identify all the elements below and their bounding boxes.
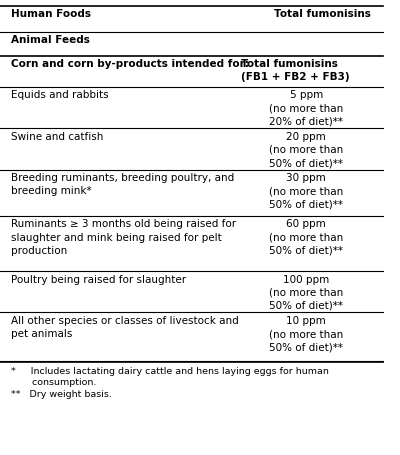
Text: 30 ppm
(no more than
50% of diet)**: 30 ppm (no more than 50% of diet)**	[269, 173, 343, 209]
Text: Total fumonisins
(FB1 + FB2 + FB3): Total fumonisins (FB1 + FB2 + FB3)	[241, 59, 350, 82]
Text: 20 ppm
(no more than
50% of diet)**: 20 ppm (no more than 50% of diet)**	[269, 131, 343, 168]
Text: Human Foods: Human Foods	[12, 9, 92, 19]
Text: All other species or classes of livestock and
pet animals: All other species or classes of livestoc…	[12, 315, 239, 339]
Text: Ruminants ≥ 3 months old being raised for
slaughter and mink being raised for pe: Ruminants ≥ 3 months old being raised fo…	[12, 219, 237, 255]
Text: **   Dry weight basis.: ** Dry weight basis.	[12, 389, 112, 399]
Text: Breeding ruminants, breeding poultry, and
breeding mink*: Breeding ruminants, breeding poultry, an…	[12, 173, 235, 196]
Text: Swine and catfish: Swine and catfish	[12, 131, 104, 142]
Text: Total fumonisins: Total fumonisins	[274, 9, 371, 19]
Text: Poultry being raised for slaughter: Poultry being raised for slaughter	[12, 274, 187, 284]
Text: 100 ppm
(no more than
50% of diet)**: 100 ppm (no more than 50% of diet)**	[269, 274, 343, 310]
Text: Equids and rabbits: Equids and rabbits	[12, 90, 109, 100]
Text: 10 ppm
(no more than
50% of diet)**: 10 ppm (no more than 50% of diet)**	[269, 315, 343, 352]
Text: Animal Feeds: Animal Feeds	[12, 35, 90, 45]
Text: 60 ppm
(no more than
50% of diet)**: 60 ppm (no more than 50% of diet)**	[269, 219, 343, 255]
Text: Corn and corn by-products intended for:: Corn and corn by-products intended for:	[12, 59, 249, 69]
Text: 5 ppm
(no more than
20% of diet)**: 5 ppm (no more than 20% of diet)**	[269, 90, 343, 126]
Text: *     Includes lactating dairy cattle and hens laying eggs for human
       cons: * Includes lactating dairy cattle and he…	[12, 366, 329, 387]
